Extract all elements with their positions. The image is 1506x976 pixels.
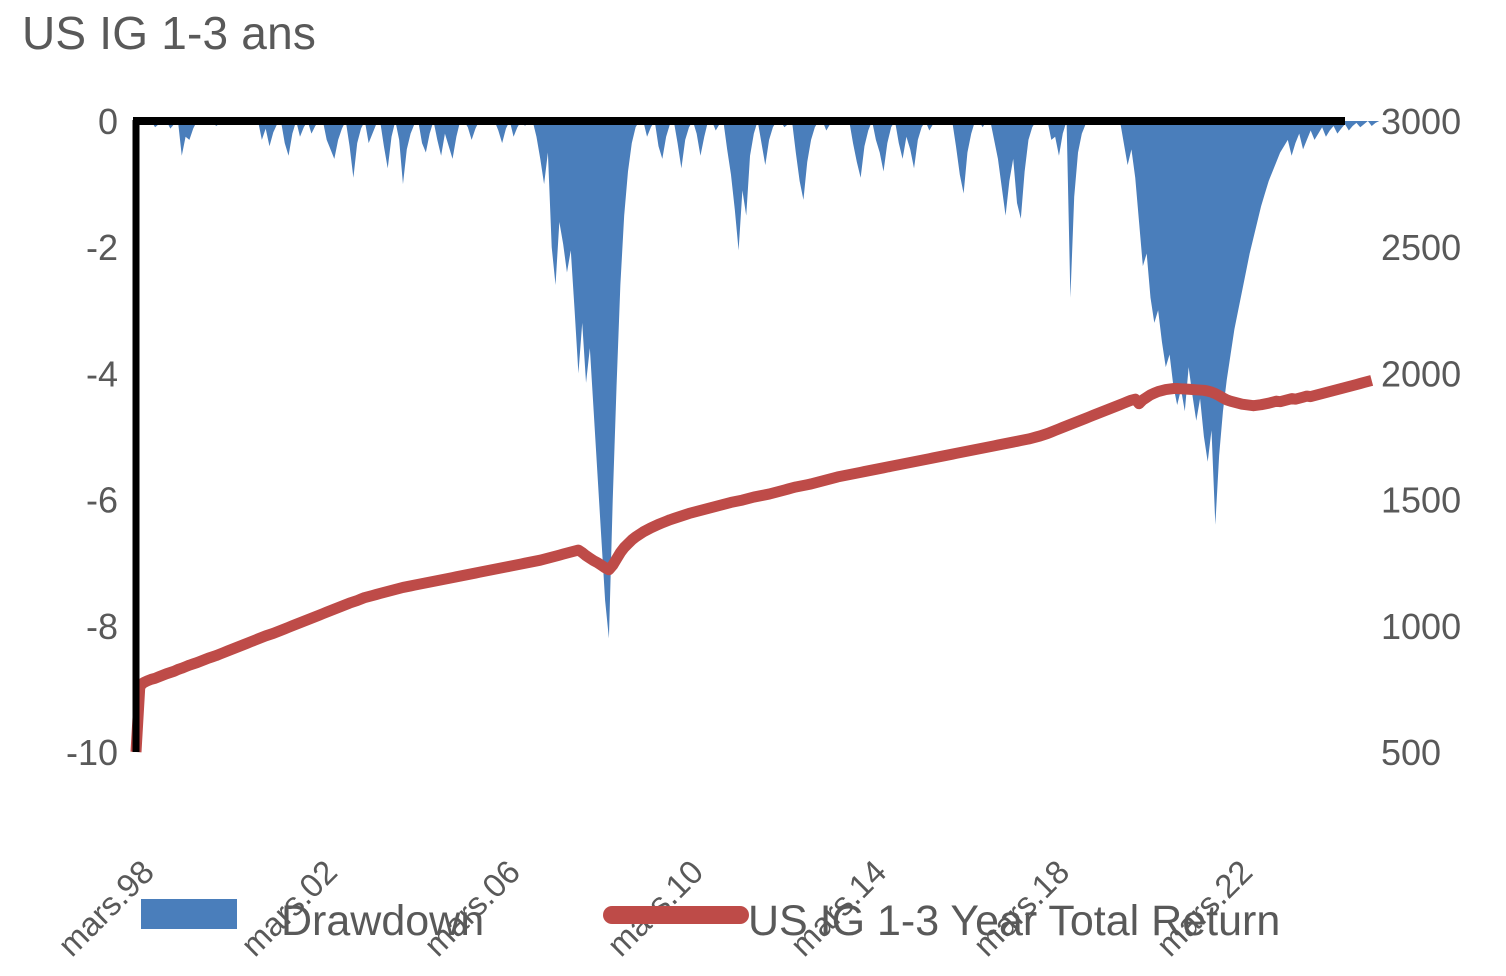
legend-label-drawdown: Drawdown	[281, 897, 484, 945]
right-axis-tick-4: 1000	[1381, 606, 1461, 647]
right-axis-tick-0: 3000	[1381, 101, 1461, 142]
left-axis-tick-labels: 0 -2 -4 -6 -8 -10	[66, 101, 118, 773]
left-axis-tick-0: 0	[98, 101, 118, 142]
legend-swatch-drawdown	[141, 899, 237, 929]
total-return-line-series	[130, 375, 1374, 753]
right-axis-tick-5: 500	[1381, 732, 1441, 773]
right-axis-tick-1: 2500	[1381, 227, 1461, 268]
left-axis-tick-1: -2	[86, 227, 118, 268]
left-axis-tick-2: -4	[86, 353, 118, 394]
left-axis-tick-5: -10	[66, 732, 118, 773]
left-axis-tick-4: -8	[86, 606, 118, 647]
right-axis-tick-2: 2000	[1381, 353, 1461, 394]
drawdown-area-series	[136, 121, 1380, 639]
chart-title: US IG 1-3 ans	[22, 7, 317, 59]
legend-label-total-return: US IG 1-3 Year Total Return	[748, 897, 1280, 945]
right-axis-tick-labels: 3000 2500 2000 1500 1000 500	[1381, 101, 1461, 773]
left-axis-tick-3: -6	[86, 480, 118, 521]
right-axis-tick-3: 1500	[1381, 480, 1461, 521]
chart-legend: Drawdown US IG 1-3 Year Total Return	[141, 897, 1280, 945]
